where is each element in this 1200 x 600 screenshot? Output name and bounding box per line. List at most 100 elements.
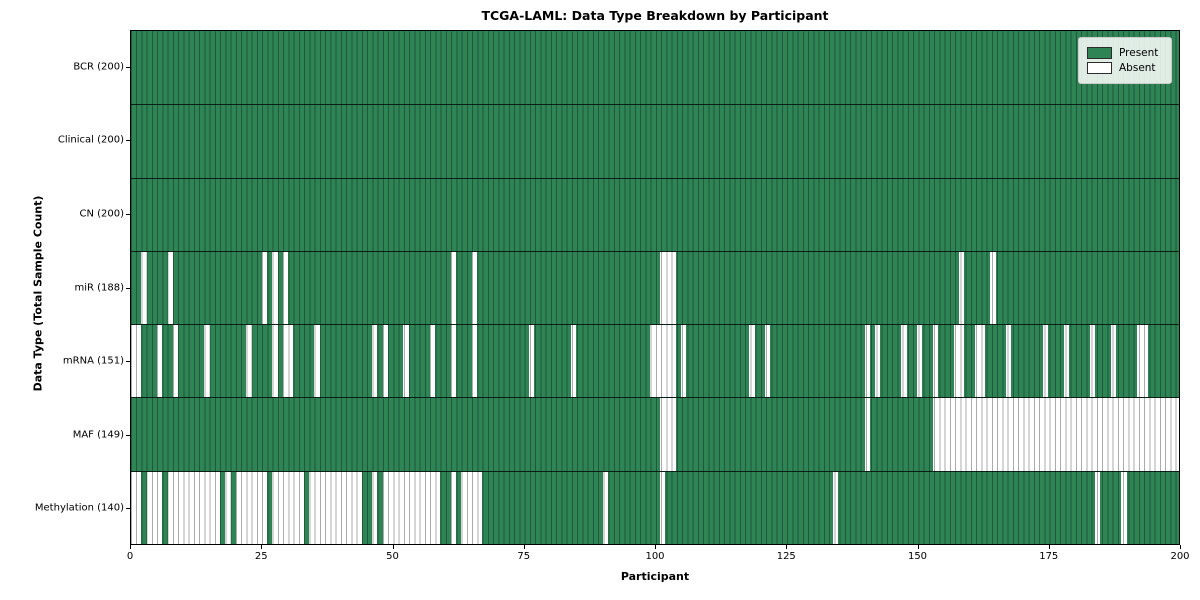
absent-bar	[660, 471, 666, 544]
legend-swatch-present	[1087, 47, 1112, 59]
absent-bar	[1089, 325, 1096, 398]
absent-bar	[1053, 398, 1059, 471]
absent-bar	[272, 325, 278, 398]
absent-bar	[246, 471, 252, 544]
absent-bar	[1168, 398, 1174, 471]
legend-label: Present	[1119, 47, 1159, 59]
x-tick-mark	[786, 545, 788, 549]
absent-bar	[1074, 398, 1080, 471]
absent-bar	[1016, 398, 1022, 471]
x-tick-mark	[1048, 545, 1050, 549]
absent-bar	[398, 471, 404, 544]
absent-bar	[660, 325, 666, 398]
absent-bar	[319, 471, 325, 544]
absent-bar	[985, 398, 991, 471]
absent-bar	[1089, 398, 1096, 471]
legend-swatch-absent	[1087, 62, 1112, 74]
absent-bar	[167, 471, 173, 544]
absent-bar	[293, 471, 299, 544]
absent-bar	[1042, 325, 1048, 398]
absent-bar	[136, 471, 142, 544]
absent-bar	[408, 471, 414, 544]
absent-bar	[335, 471, 341, 544]
absent-bar	[413, 471, 420, 544]
absent-bar	[681, 325, 687, 398]
absent-bar	[471, 251, 477, 325]
y-tick-label-Clinical: Clinical (200)	[57, 134, 124, 146]
absent-bar	[282, 251, 289, 325]
absent-bar	[765, 325, 771, 398]
absent-bar	[471, 325, 477, 398]
absent-bar	[1095, 398, 1101, 471]
absent-bar	[901, 325, 907, 398]
absent-bar	[1095, 471, 1101, 544]
absent-bar	[1105, 398, 1111, 471]
x-tick-label-75: 75	[517, 551, 531, 562]
absent-bar	[1121, 471, 1127, 544]
absent-bar	[282, 471, 289, 544]
absent-bar	[1173, 398, 1179, 471]
absent-bar	[864, 398, 870, 471]
absent-bar	[450, 471, 456, 544]
absent-bar	[476, 471, 483, 544]
absent-bar	[979, 325, 986, 398]
x-axis-label: Participant	[620, 570, 690, 583]
absent-bar	[471, 471, 477, 544]
x-tick-mark	[523, 545, 525, 549]
heatmap-row-Methylation	[131, 470, 1179, 544]
absent-bar	[241, 471, 247, 544]
x-tick-mark	[392, 545, 394, 549]
absent-bar	[330, 471, 336, 544]
absent-bar	[424, 471, 430, 544]
plot-area	[130, 30, 1180, 545]
absent-bar	[1048, 398, 1054, 471]
absent-bar	[429, 325, 435, 398]
absent-bar	[314, 471, 320, 544]
absent-bar	[188, 471, 194, 544]
y-tick-label-MAF: MAF (149)	[72, 429, 124, 441]
absent-bar	[151, 471, 158, 544]
x-tick-mark	[261, 545, 263, 549]
absent-bar	[1027, 398, 1033, 471]
absent-bar	[419, 471, 425, 544]
absent-bar	[214, 471, 221, 544]
absent-bar	[1037, 398, 1043, 471]
absent-bar	[246, 325, 252, 398]
absent-bar	[288, 471, 294, 544]
heatmap-row-Clinical	[131, 104, 1179, 178]
absent-bar	[466, 471, 472, 544]
y-tick-mark	[126, 508, 130, 510]
absent-bar	[990, 398, 996, 471]
absent-bar	[277, 471, 283, 544]
absent-bar	[324, 471, 331, 544]
absent-bar	[670, 251, 676, 325]
absent-bar	[235, 471, 242, 544]
absent-bar	[382, 471, 388, 544]
absent-bar	[749, 325, 755, 398]
y-tick-label-mRNA: mRNA (151)	[62, 355, 124, 367]
absent-bar	[178, 471, 184, 544]
absent-bar	[969, 398, 975, 471]
absent-bar	[272, 471, 278, 544]
absent-bar	[953, 398, 959, 471]
absent-bar	[529, 325, 535, 398]
absent-bar	[1100, 398, 1106, 471]
absent-bar	[864, 325, 870, 398]
heatmap-row-CN	[131, 177, 1179, 251]
absent-bar	[262, 251, 268, 325]
absent-bar	[665, 325, 671, 398]
absent-bar	[372, 325, 378, 398]
absent-bar	[665, 251, 671, 325]
absent-bar	[1079, 398, 1085, 471]
absent-bar	[309, 471, 315, 544]
absent-bar	[204, 471, 210, 544]
x-tick-mark	[1180, 545, 1181, 549]
y-tick-mark	[126, 361, 130, 363]
absent-bar	[450, 251, 456, 325]
absent-bar	[136, 325, 142, 398]
heatmap-row-BCR	[131, 31, 1179, 105]
x-tick-label-125: 125	[776, 551, 796, 562]
absent-bar	[146, 471, 152, 544]
absent-bar	[875, 325, 881, 398]
absent-bar	[1110, 398, 1117, 471]
